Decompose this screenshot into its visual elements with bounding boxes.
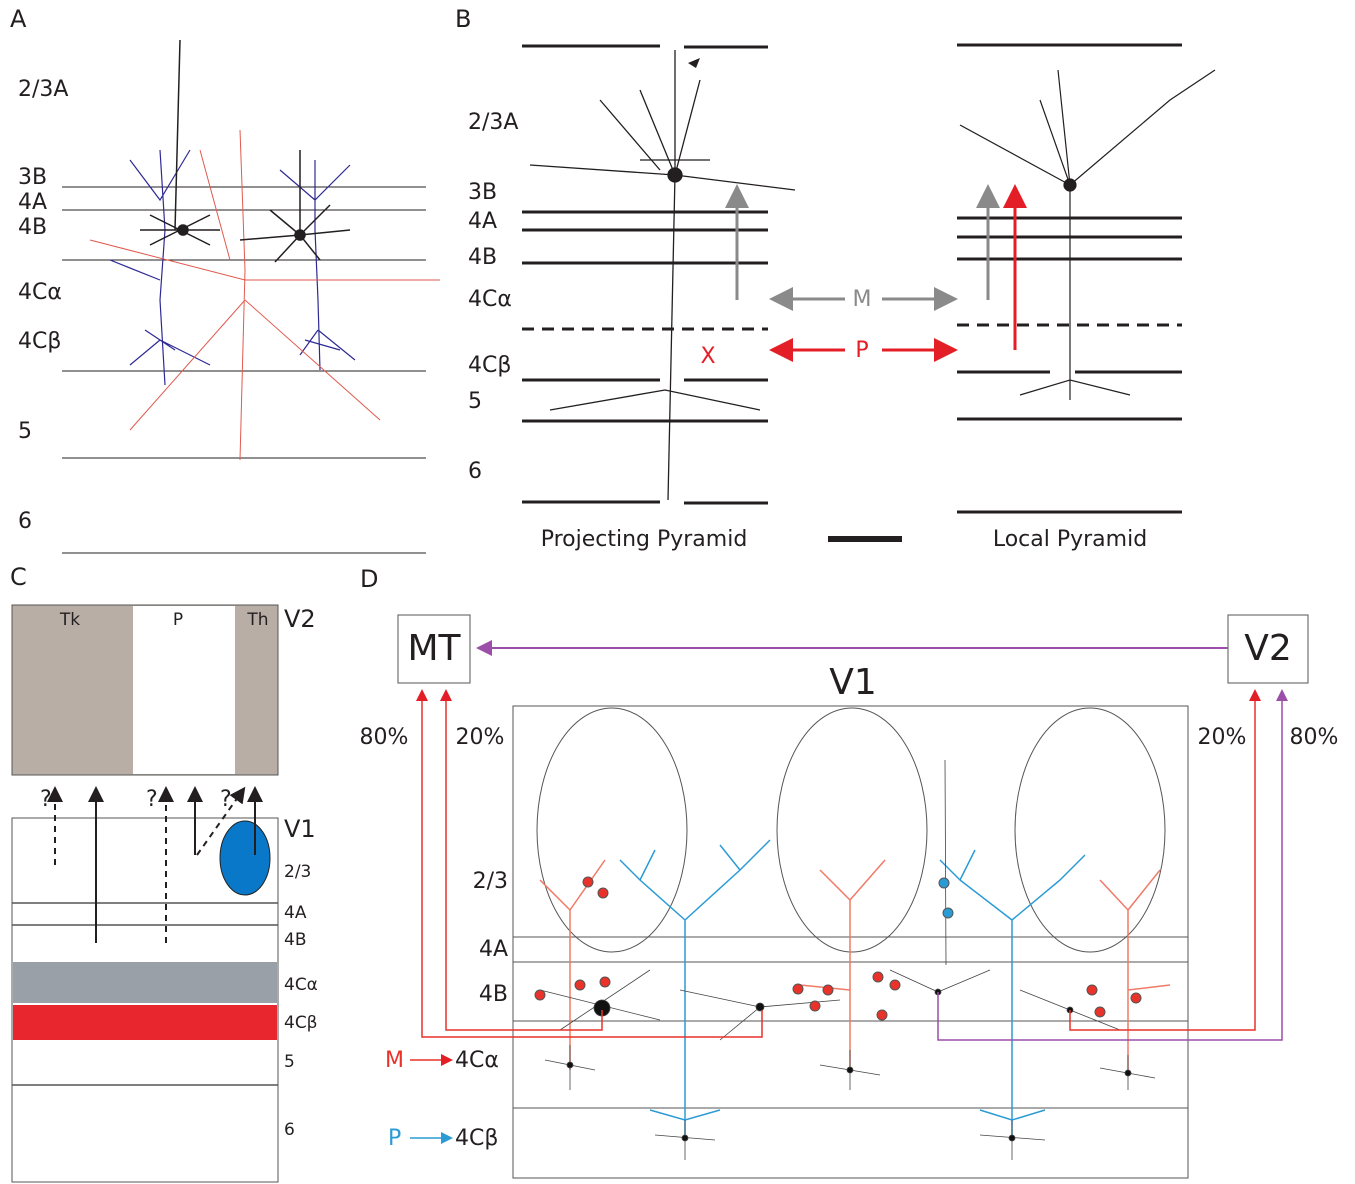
layer-label: 4Cβ (468, 353, 511, 378)
column-label: P (173, 610, 183, 630)
local-pyramid (960, 70, 1215, 400)
column-label: Tk (59, 610, 80, 630)
projecting-pyramid (530, 50, 795, 500)
layer-label: 4B (468, 245, 497, 270)
area-label: V2 (284, 605, 316, 633)
panel-label: C (10, 563, 27, 591)
layer-label: 2/3 (284, 862, 311, 882)
arrowhead (688, 58, 700, 68)
layer-label: 4Cβ (284, 1013, 318, 1033)
black-neurons (140, 40, 350, 262)
panel-label: A (10, 5, 27, 33)
input-target: 4Cα (455, 1048, 499, 1073)
layer-label: 4Cα (284, 975, 318, 995)
panel-c: C Tk P Th V2 ? ? ? V1 2/3 4A 4B 4Cα 4Cβ … (10, 563, 318, 1182)
percentage: 80% (1290, 725, 1339, 750)
layer-label: 4Cα (468, 287, 512, 312)
question-mark: ? (40, 787, 52, 812)
layer-label: 4B (479, 982, 508, 1007)
question-mark: ? (220, 787, 232, 812)
4cb-band (13, 1005, 277, 1040)
layer-label: 2/3A (18, 77, 68, 102)
layer-label: 6 (468, 459, 482, 484)
caption: Local Pyramid (993, 527, 1147, 552)
blob (220, 821, 270, 895)
layer-label: 3B (18, 165, 47, 190)
p-stripe (133, 606, 235, 774)
layer-label: 5 (468, 389, 482, 414)
red-neuron (90, 130, 440, 460)
4ca-band (13, 962, 277, 1003)
layer-label: 2/3A (468, 110, 518, 135)
figure: A 2/3A 3B 4A 4B 4Cα 4Cβ 5 6 B 2/3A 3B 4 (0, 0, 1355, 1184)
layer-label: 4B (284, 930, 306, 950)
input-source: P (388, 1126, 401, 1151)
panel-b: B 2/3A 3B 4A 4B 4Cα 4Cβ 5 6 (455, 5, 1215, 552)
layer-label: 4A (479, 937, 508, 962)
arrow-label: P (855, 338, 868, 363)
layer-label: 4A (284, 903, 307, 923)
percentage: 20% (1198, 725, 1247, 750)
node-label: MT (407, 628, 461, 669)
percentage: 20% (456, 725, 505, 750)
question-mark: ? (146, 787, 158, 812)
marker: X (700, 344, 715, 369)
panel-label: B (455, 5, 471, 33)
layer-label: 4B (18, 215, 47, 240)
layer-label: 2/3 (473, 869, 508, 894)
layer-lines (522, 45, 1182, 512)
layer-label: 5 (284, 1052, 295, 1072)
column-label: Th (246, 610, 268, 630)
area-label: V1 (284, 815, 316, 843)
layer-label: 4Cβ (18, 329, 61, 354)
arrow-label: M (853, 287, 872, 312)
panel-a: A 2/3A 3B 4A 4B 4Cα 4Cβ 5 6 (10, 5, 440, 553)
layer-label: 6 (284, 1120, 295, 1140)
layer-label: 5 (18, 419, 32, 444)
caption: Projecting Pyramid (541, 527, 748, 552)
layer-label: 6 (18, 509, 32, 534)
blue-neurons (110, 150, 355, 385)
percentage: 80% (360, 725, 409, 750)
layer-label: 4Cα (18, 280, 62, 305)
area-label: V1 (829, 662, 877, 703)
node-label: V2 (1244, 628, 1292, 669)
input-target: 4Cβ (455, 1126, 498, 1151)
layer-label: 3B (468, 180, 497, 205)
input-source: M (385, 1048, 404, 1073)
panel-d: D MT V2 V1 (360, 565, 1339, 1178)
layer-label: 4A (18, 190, 47, 215)
panel-label: D (360, 565, 378, 593)
layer-label: 4A (468, 209, 497, 234)
